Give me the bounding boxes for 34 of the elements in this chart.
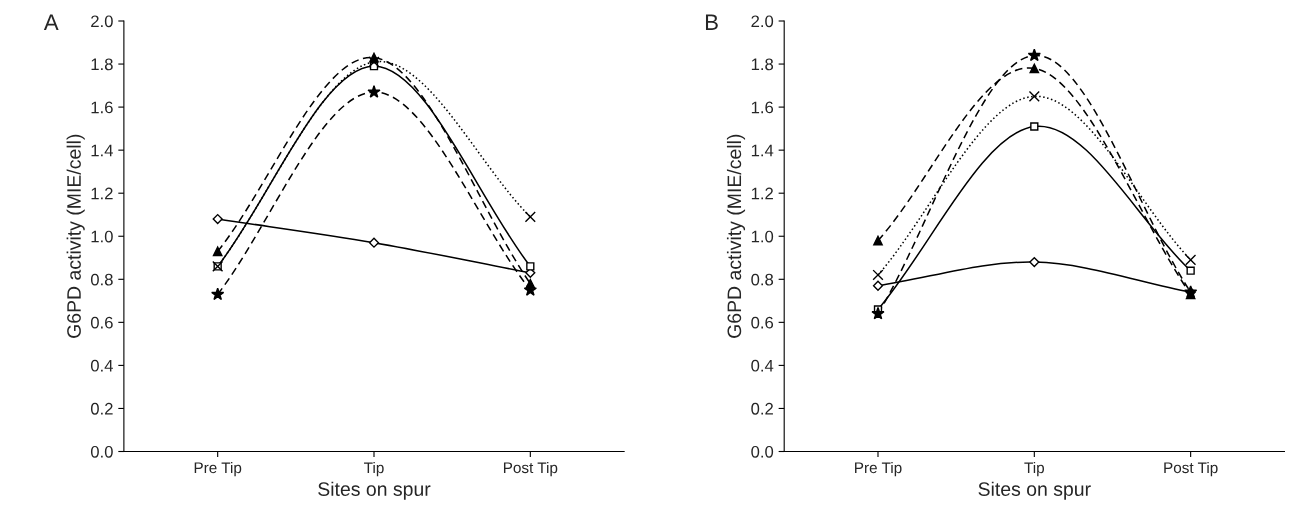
x-tick-label: Tip: [1024, 461, 1044, 477]
y-tick-label: 1.4: [91, 144, 113, 157]
y-tick-label: 2.0: [91, 15, 113, 28]
x-tick-label: Pre Tip: [855, 461, 902, 477]
y-tick-label: 1.0: [91, 230, 113, 243]
x-tick-label: Tip: [364, 461, 384, 477]
y-tick-label: 0.4: [90, 359, 113, 372]
x-tick-label: Pre Tip: [194, 461, 242, 477]
y-tick-label: 0.6: [90, 316, 113, 329]
y-tick-label: 1.2: [91, 187, 113, 200]
y-tick-label: 1.8: [751, 58, 774, 71]
y-tick-label: 1.8: [91, 58, 113, 71]
y-tick-label: 1.6: [91, 101, 113, 114]
y-tick-label: 1.6: [751, 101, 774, 114]
y-tick-label: 0.6: [751, 316, 774, 329]
y-tick-label: 0.0: [751, 445, 774, 458]
chart-title: A: [43, 14, 59, 30]
x-axis-title: Sites on spur: [318, 481, 431, 500]
y-tick-label: 0.8: [751, 273, 774, 286]
chart-title: B: [705, 14, 718, 30]
y-tick-label: 1.2: [751, 187, 773, 200]
y-tick-label: 0.0: [90, 445, 113, 458]
y-tick-label: 0.2: [90, 402, 113, 415]
y-axis-title: G6PD activity (MIE/cell): [726, 134, 746, 338]
x-axis-title: Sites on spur: [978, 481, 1091, 500]
y-tick-label: 0.2: [751, 402, 773, 415]
x-tick-label: Post Tip: [1164, 461, 1218, 477]
y-tick-label: 0.8: [90, 273, 113, 286]
y-tick-label: 0.4: [751, 359, 774, 372]
y-tick-label: 2.0: [751, 15, 774, 28]
y-tick-label: 1.0: [751, 230, 774, 243]
y-axis-title: G6PD activity (MIE/cell): [66, 134, 85, 338]
y-tick-label: 1.4: [751, 144, 774, 157]
x-tick-label: Post Tip: [503, 461, 558, 477]
